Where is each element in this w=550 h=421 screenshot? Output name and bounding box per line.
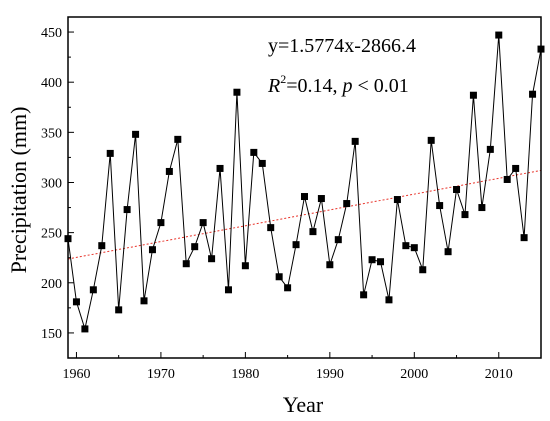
data-point	[267, 224, 274, 231]
data-point	[90, 286, 97, 293]
y-axis-title: Precipitation (mm)	[6, 107, 31, 274]
data-point	[233, 89, 240, 96]
y-tick-label: 450	[41, 26, 62, 41]
data-point	[402, 242, 409, 249]
data-point	[276, 273, 283, 280]
data-point	[394, 196, 401, 203]
y-tick-label: 250	[41, 227, 62, 242]
data-point	[191, 243, 198, 250]
data-point	[326, 261, 333, 268]
data-point	[115, 306, 122, 313]
x-tick-label: 1980	[231, 367, 259, 382]
data-point	[352, 138, 359, 145]
data-point	[225, 286, 232, 293]
data-point	[166, 168, 173, 175]
y-tick-label: 350	[41, 126, 62, 141]
data-point	[301, 193, 308, 200]
x-axis: 1960 1970 1980 1990 2000 2010	[62, 352, 541, 382]
data-point	[504, 176, 511, 183]
data-point	[461, 211, 468, 218]
data-point	[360, 291, 367, 298]
data-point	[217, 165, 224, 172]
data-point	[478, 204, 485, 211]
data-point	[495, 32, 502, 39]
data-point	[73, 298, 80, 305]
data-point	[132, 131, 139, 138]
data-point	[200, 219, 207, 226]
x-tick-label: 2010	[485, 367, 513, 382]
data-point	[81, 325, 88, 332]
data-point	[335, 236, 342, 243]
data-point	[487, 146, 494, 153]
data-point	[521, 234, 528, 241]
data-point	[242, 262, 249, 269]
data-point	[343, 200, 350, 207]
regression-equation: y=1.5774x-2866.4	[268, 35, 416, 57]
data-point	[453, 186, 460, 193]
data-point	[284, 284, 291, 291]
y-tick-label: 300	[41, 176, 62, 191]
data-point	[259, 160, 266, 167]
regression-stats: R2=0.14, p < 0.01	[267, 72, 409, 97]
y-tick-label: 200	[41, 277, 62, 292]
data-point	[293, 241, 300, 248]
data-point	[529, 91, 536, 98]
x-tick-label: 1990	[316, 367, 344, 382]
data-point	[445, 248, 452, 255]
x-tick-label: 1970	[147, 367, 175, 382]
data-point	[385, 296, 392, 303]
data-point	[107, 150, 114, 157]
data-point	[141, 297, 148, 304]
y-tick-label: 400	[41, 76, 62, 91]
data-point	[124, 206, 131, 213]
data-point	[419, 266, 426, 273]
plot-frame	[68, 17, 541, 358]
data-point	[250, 149, 257, 156]
data-point	[428, 137, 435, 144]
data-point	[309, 228, 316, 235]
data-point	[369, 256, 376, 263]
trend-line	[68, 170, 541, 259]
data-point	[149, 246, 156, 253]
y-tick-label: 150	[41, 327, 62, 342]
data-point	[377, 258, 384, 265]
y-axis: 150 200 250 300 350 400 450	[41, 26, 74, 342]
data-point	[174, 136, 181, 143]
data-point	[436, 202, 443, 209]
data-point	[208, 255, 215, 262]
data-point	[512, 165, 519, 172]
data-point	[470, 92, 477, 99]
data-point	[98, 242, 105, 249]
data-point	[411, 244, 418, 251]
x-axis-title: Year	[283, 392, 324, 417]
trend-line-group	[68, 170, 541, 259]
data-point	[183, 260, 190, 267]
data-point	[157, 219, 164, 226]
x-tick-label: 1960	[62, 367, 90, 382]
data-point	[318, 195, 325, 202]
x-tick-label: 2000	[400, 367, 428, 382]
